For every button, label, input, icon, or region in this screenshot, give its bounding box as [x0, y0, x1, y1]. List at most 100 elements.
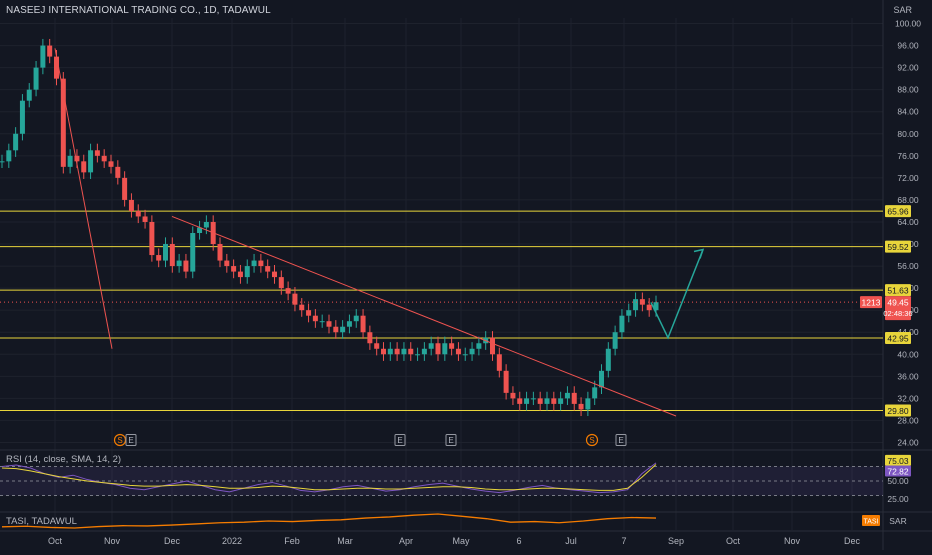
candle-body — [224, 260, 230, 267]
projection-arrow — [693, 248, 705, 259]
level-label: 42.95 — [887, 334, 909, 344]
candles — [0, 38, 659, 417]
candle-body — [415, 354, 421, 356]
y-tick-label: 88.00 — [897, 85, 919, 95]
candle-body — [353, 315, 359, 322]
candle-body — [108, 161, 114, 167]
candle-body — [156, 255, 162, 261]
candle-body — [387, 348, 393, 355]
y-tick-label: 80.00 — [897, 129, 919, 139]
candle-body — [646, 304, 652, 311]
earnings-icon-letter: E — [397, 436, 402, 445]
earnings-icon: E — [445, 434, 457, 446]
level-label: 51.63 — [887, 286, 909, 296]
candle-body — [428, 343, 434, 349]
trendline — [171, 215, 677, 417]
candle-body — [149, 221, 155, 256]
candle-body — [639, 299, 645, 305]
x-tick-label: Jul — [565, 536, 577, 546]
candle-body — [333, 326, 339, 333]
split-icon-letter: S — [589, 436, 594, 445]
candle-body — [176, 260, 182, 267]
candle-body — [81, 161, 87, 173]
candle-body — [272, 271, 277, 278]
candle-body — [326, 321, 332, 327]
rsi-value-bg — [885, 465, 911, 477]
candle-body — [605, 348, 611, 371]
candle-body — [340, 326, 346, 333]
candle-body — [462, 354, 468, 356]
level-label-bg — [885, 284, 911, 297]
candle-body — [190, 233, 196, 272]
y-tick-label: 92.00 — [897, 63, 919, 73]
candle-body — [47, 45, 53, 57]
candle-body — [346, 321, 352, 327]
candle-body — [6, 150, 12, 162]
rsi-tick-label: 25.00 — [887, 494, 909, 504]
candle-body — [115, 166, 121, 178]
level-label: 59.52 — [887, 242, 909, 252]
candle-body — [578, 403, 584, 410]
candle-body — [237, 271, 243, 278]
candle-body — [292, 293, 298, 305]
earnings-icon: E — [394, 434, 406, 446]
trendline — [54, 48, 113, 349]
candle-body — [88, 150, 94, 173]
candle-body — [231, 266, 237, 272]
y-tick-label: 40.00 — [897, 349, 919, 359]
candle-body — [13, 133, 19, 151]
candle-body — [653, 302, 659, 311]
candle-body — [394, 348, 400, 355]
candle-body — [74, 155, 80, 162]
earnings-icon-box — [615, 434, 627, 446]
candle-body — [612, 332, 618, 349]
candle-body — [244, 266, 250, 278]
last-price-label: 49.45 — [887, 298, 909, 308]
candle-body — [312, 315, 318, 322]
candle-body — [503, 370, 509, 393]
y-tick-label: 64.00 — [897, 217, 919, 227]
candle-body — [142, 216, 148, 222]
rsi-title[interactable]: RSI (14, close, SMA, 14, 2) — [6, 454, 122, 465]
split-icon-ring — [585, 433, 599, 447]
y-tick-label: 32.00 — [897, 393, 919, 403]
currency-label: SAR — [893, 5, 912, 15]
candle-body — [544, 398, 550, 404]
x-tick-label: Sep — [668, 536, 684, 546]
tasi-title[interactable]: TASI, TADAWUL — [6, 516, 77, 527]
candle-body — [135, 210, 141, 217]
candle-body — [54, 56, 59, 79]
earnings-icon-box — [125, 434, 137, 446]
candle-body — [67, 155, 73, 167]
x-tick-label: 6 — [516, 536, 521, 546]
candle-body — [258, 260, 264, 267]
candle-body — [455, 348, 461, 355]
candle-body — [490, 337, 495, 355]
candle-body — [592, 387, 598, 399]
candle-body — [374, 343, 380, 349]
rsi-value-label: 72.82 — [887, 466, 909, 476]
volume-label: 1213 — [862, 298, 881, 308]
candle-body — [571, 392, 577, 404]
candle-body — [33, 67, 39, 90]
candle-body — [381, 348, 386, 355]
split-icon: S — [113, 433, 127, 447]
level-label-bg — [885, 240, 911, 253]
candle-body — [558, 398, 564, 404]
y-tick-label: 84.00 — [897, 107, 919, 117]
x-tick-label: Nov — [104, 536, 121, 546]
candle-body — [299, 304, 305, 311]
x-tick-label: Dec — [164, 536, 181, 546]
x-tick-label: Mar — [337, 536, 353, 546]
earnings-icon-letter: E — [618, 436, 623, 445]
candle-body — [530, 398, 536, 400]
rsi-band — [0, 466, 883, 496]
candle-body — [94, 150, 100, 156]
candle-body — [564, 392, 570, 399]
candle-body — [401, 348, 407, 355]
tasi-line — [1, 513, 657, 529]
rsi-value-label: 75.03 — [887, 456, 909, 466]
candle-body — [435, 343, 441, 355]
